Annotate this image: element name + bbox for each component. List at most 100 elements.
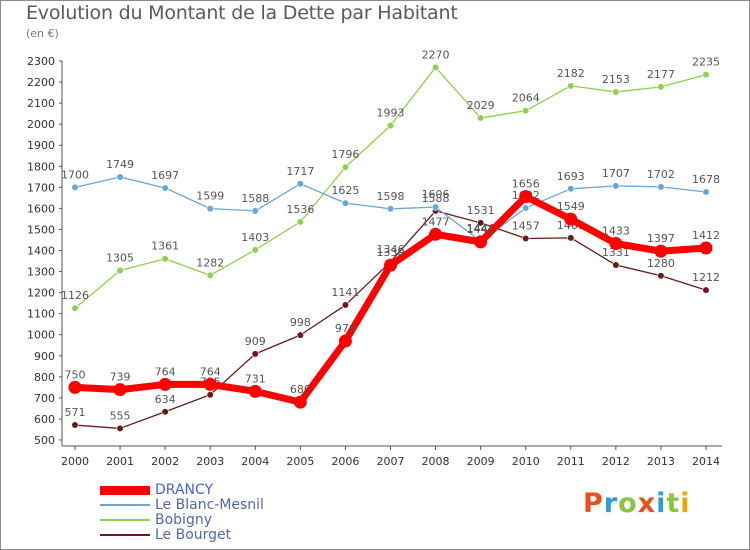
data-label: 909 (245, 335, 266, 348)
data-label: 555 (110, 409, 131, 422)
x-tick-label: 2001 (106, 455, 134, 468)
data-point (116, 424, 124, 433)
data-label: 764 (155, 365, 176, 378)
data-point (474, 235, 488, 249)
data-label: 1588 (241, 192, 269, 205)
data-label: 2235 (692, 56, 720, 69)
data-point (341, 301, 350, 309)
data-label: 1697 (151, 169, 179, 182)
data-label: 1282 (196, 256, 224, 269)
legend-swatch (100, 534, 150, 536)
data-label: 1606 (422, 188, 450, 201)
data-label: 2270 (422, 48, 450, 61)
data-label: 571 (65, 406, 86, 419)
data-label: 1457 (512, 219, 540, 232)
data-label: 1702 (647, 168, 675, 181)
data-point (702, 71, 710, 79)
y-tick-label: 1100 (27, 308, 55, 321)
data-point (702, 286, 710, 294)
y-tick-label: 500 (34, 434, 55, 447)
data-label: 1531 (467, 204, 495, 217)
x-tick-label: 2014 (692, 455, 720, 468)
data-label: 2153 (602, 73, 630, 86)
data-point (161, 408, 169, 416)
data-point (248, 384, 262, 398)
data-label: 1678 (692, 173, 720, 186)
data-label: 1397 (647, 232, 675, 245)
data-point (519, 190, 533, 204)
data-label: 1330 (377, 246, 405, 259)
data-point (609, 237, 623, 251)
data-label: 1412 (692, 229, 720, 242)
data-label: 1126 (61, 289, 89, 302)
y-tick-label: 2300 (27, 55, 55, 68)
data-label: 1625 (331, 184, 359, 197)
y-tick-label: 700 (34, 392, 55, 405)
data-point (431, 63, 440, 71)
data-label: 1588 (422, 192, 450, 205)
y-tick-label: 1800 (27, 160, 55, 173)
y-tick-label: 1600 (27, 202, 55, 215)
data-point (206, 271, 214, 279)
data-point (68, 380, 82, 394)
data-label: 1477 (422, 215, 450, 228)
data-point (431, 203, 440, 211)
data-label: 1141 (331, 286, 359, 299)
data-point (251, 350, 259, 358)
data-point (612, 88, 620, 96)
data-label: 1549 (557, 200, 585, 213)
data-label: 1707 (602, 167, 630, 180)
data-label: 764 (200, 365, 221, 378)
data-point (699, 241, 713, 255)
data-label: 739 (110, 371, 131, 384)
data-label: 1305 (106, 252, 134, 265)
data-point (296, 331, 304, 339)
data-point (206, 204, 214, 213)
data-label: 1796 (331, 148, 359, 161)
data-point (657, 183, 665, 191)
data-point (612, 182, 620, 190)
data-point (567, 82, 575, 90)
data-point (161, 255, 169, 263)
y-tick-label: 800 (34, 371, 55, 384)
y-tick-label: 900 (34, 350, 55, 363)
x-tick-label: 2013 (647, 455, 675, 468)
x-tick-label: 2004 (241, 455, 269, 468)
data-point (116, 266, 124, 275)
data-label: 2182 (557, 67, 585, 80)
y-tick-label: 1200 (27, 287, 55, 300)
x-tick-label: 2012 (602, 455, 630, 468)
data-label: 1598 (377, 190, 405, 203)
data-label: 1656 (512, 178, 540, 191)
data-point (522, 234, 530, 243)
data-point (386, 205, 395, 213)
x-tick-label: 2008 (422, 455, 450, 468)
proxiti-logo: Proxiti (583, 488, 691, 519)
data-label: 1346 (377, 243, 405, 256)
data-label: 2064 (512, 92, 540, 105)
line-chart: 500 600 700 800 900 1000 1100 1200 1300 1400 1500 1… (27, 48, 722, 468)
y-tick-label: 1900 (27, 139, 55, 152)
x-tick-label: 2009 (467, 455, 495, 468)
x-tick-label: 2003 (196, 455, 224, 468)
legend-label: Bobigny (155, 512, 212, 528)
data-point (71, 183, 79, 191)
data-point (293, 395, 307, 409)
data-point (251, 207, 259, 215)
data-point (612, 261, 620, 269)
data-point (296, 180, 304, 188)
data-label: 1212 (692, 271, 720, 284)
data-point (429, 227, 443, 241)
legend-swatch (100, 519, 150, 521)
data-point (71, 304, 79, 312)
data-label: 2177 (647, 68, 675, 81)
data-point (522, 107, 530, 115)
y-tick-label: 1700 (27, 181, 55, 194)
data-label: 970 (335, 322, 356, 335)
data-point (564, 212, 578, 226)
y-tick-label: 1300 (27, 266, 55, 279)
y-tick-label: 2200 (27, 76, 55, 89)
data-point (206, 391, 214, 399)
data-point (161, 184, 169, 192)
